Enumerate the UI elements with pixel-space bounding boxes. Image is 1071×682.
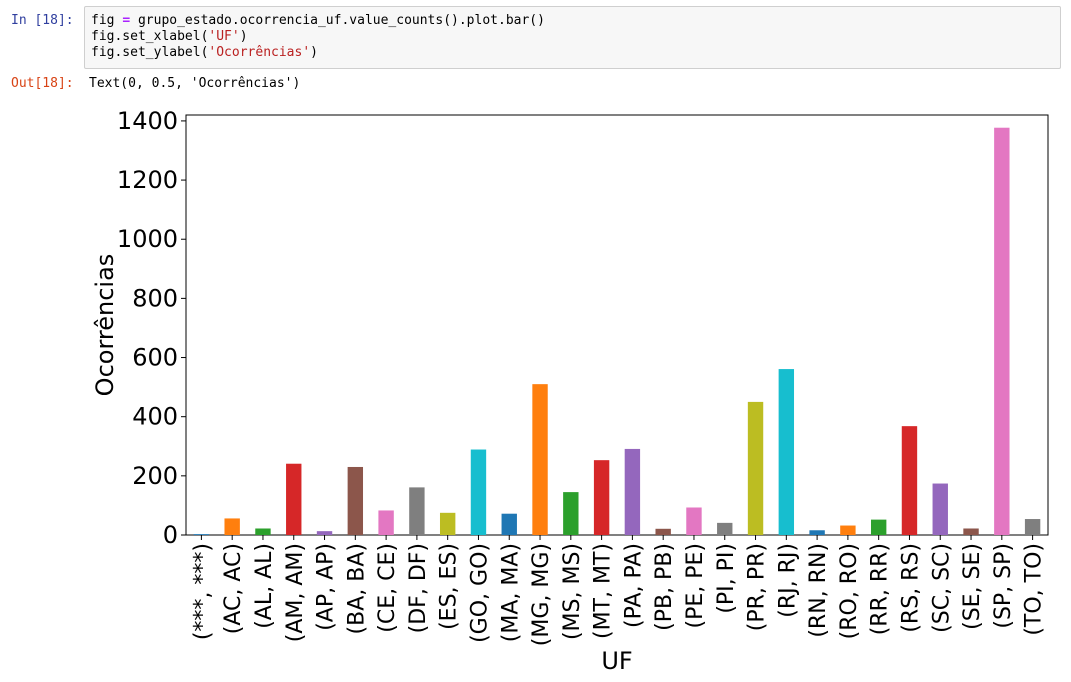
y-tick-label: 600 <box>132 344 178 372</box>
y-tick-label: 1200 <box>117 166 178 194</box>
bar <box>193 534 210 535</box>
x-tick-label: (MA, MA) <box>498 543 523 642</box>
bar <box>809 530 825 535</box>
x-tick-label: (RO, RO) <box>837 543 862 639</box>
y-tick-label: 1400 <box>117 107 178 135</box>
bar <box>655 528 671 535</box>
code-cell[interactable]: fig = grupo_estado.ocorrencia_uf.value_c… <box>84 6 1061 69</box>
bar <box>501 513 517 535</box>
bar <box>286 463 302 535</box>
x-tick-label: (AL, AL) <box>252 543 277 629</box>
x-tick-label: (SE, SE) <box>960 543 985 630</box>
bar <box>840 525 856 535</box>
x-tick-label: (RJ, RJ) <box>775 543 800 618</box>
bar <box>747 401 764 535</box>
x-tick-label: (PA, PA) <box>621 543 646 628</box>
y-tick-label: 200 <box>132 462 178 490</box>
x-tick-label: (SC, SC) <box>929 543 954 633</box>
y-tick-label: 800 <box>132 284 178 312</box>
x-tick-label: (TO, TO) <box>1022 543 1047 636</box>
bar <box>932 483 948 535</box>
x-tick-label: (AM, AM) <box>283 543 308 642</box>
code-line-3: fig.set_ylabel('Ocorrências') <box>91 45 318 60</box>
bar <box>470 449 487 535</box>
y-tick-label: 1000 <box>117 225 178 253</box>
x-tick-label: (DF, DF) <box>406 543 431 633</box>
output-prompt: Out[18]: <box>11 76 74 91</box>
bar <box>686 507 702 535</box>
bar <box>901 426 918 535</box>
bar <box>439 512 456 535</box>
x-tick-label: (MS, MS) <box>560 543 585 640</box>
x-tick-label: (CE, CE) <box>375 543 400 633</box>
code-line-1: fig = grupo_estado.ocorrencia_uf.value_c… <box>91 13 545 28</box>
x-tick-label: (BA, BA) <box>344 543 369 634</box>
bar <box>316 531 333 535</box>
x-tick-label: (AP, AP) <box>314 543 339 631</box>
x-tick-label: (RR, RR) <box>868 543 893 635</box>
bar <box>717 522 733 535</box>
y-axis-label: Ocorrências <box>91 254 119 397</box>
bar <box>870 519 887 535</box>
y-tick-label: 400 <box>132 403 178 431</box>
code-line-2: fig.set_xlabel('UF') <box>91 29 248 44</box>
x-tick-label: (PB, PB) <box>652 543 677 631</box>
x-tick-label: (PE, PE) <box>683 543 708 629</box>
x-tick-label: (ES, ES) <box>437 543 462 630</box>
x-tick-label: (AC, AC) <box>221 543 246 634</box>
bar <box>963 528 979 535</box>
x-tick-label: (MG, MG) <box>529 543 554 646</box>
x-tick-label: (***, ***) <box>190 543 215 640</box>
bar <box>624 448 641 535</box>
bar <box>347 466 364 535</box>
bar <box>593 460 610 535</box>
bar <box>532 384 548 535</box>
x-tick-label: (MT, MT) <box>591 543 616 639</box>
x-tick-label: (RN, RN) <box>806 543 831 638</box>
bar <box>255 528 271 535</box>
x-axis-label: UF <box>601 647 632 675</box>
bar <box>1024 519 1041 535</box>
bar <box>224 518 240 535</box>
bar <box>994 127 1010 535</box>
plot-frame <box>185 114 1049 536</box>
bar <box>778 369 795 535</box>
x-tick-label: (PR, PR) <box>745 543 770 631</box>
x-tick-label: (PI, PI) <box>714 543 739 614</box>
input-prompt: In [18]: <box>11 13 74 28</box>
output-text: Text(0, 0.5, 'Ocorrências') <box>89 76 301 91</box>
y-tick-label: 0 <box>163 521 178 549</box>
code-editor[interactable]: fig = grupo_estado.ocorrencia_uf.value_c… <box>91 13 545 61</box>
x-tick-label: (SP, SP) <box>991 543 1016 629</box>
x-tick-label: (RS, RS) <box>898 543 923 633</box>
x-tick-label: (GO, GO) <box>467 543 492 643</box>
bar <box>378 510 394 535</box>
bar <box>409 487 425 535</box>
bar <box>563 492 579 535</box>
